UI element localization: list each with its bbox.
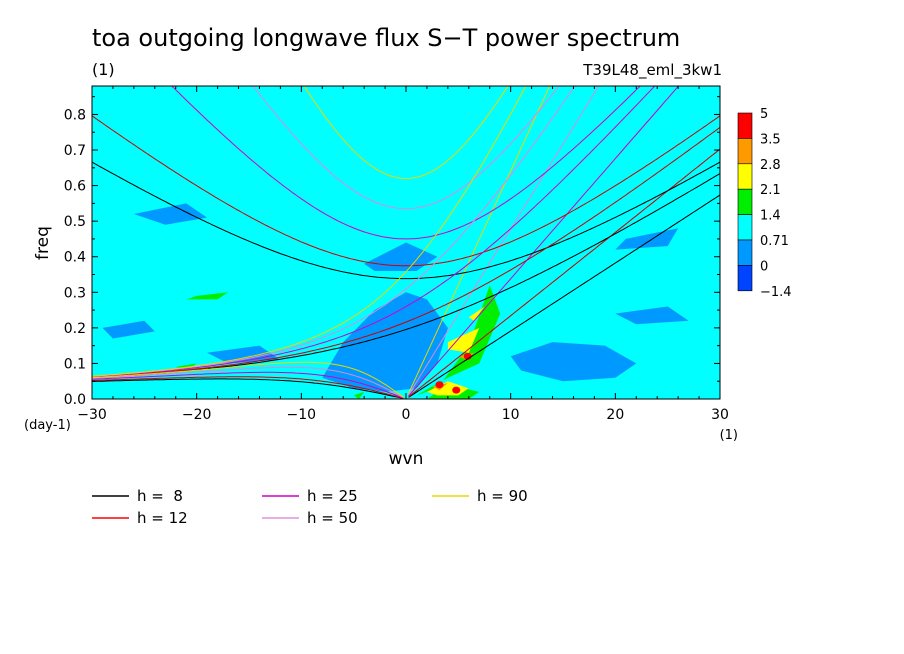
- x-tick-label-2: −10: [287, 407, 317, 423]
- curve-rossby_n1-h12: [92, 376, 404, 399]
- contour-region-13: [447, 327, 480, 353]
- colorbar-label-2: 2.8: [760, 158, 781, 173]
- y-tick-label-7: 0.7: [64, 143, 86, 159]
- curve-kelvin-h25: [408, 86, 680, 397]
- colorbar-swatch-1: [737, 138, 753, 165]
- contour-region-19: [452, 386, 461, 394]
- legend-label-3: h = 50: [307, 509, 358, 527]
- contour-region-10: [186, 292, 229, 300]
- contour-region-18: [435, 381, 444, 389]
- curve-kelvin-h50: [408, 86, 600, 395]
- contour-region-7: [615, 228, 679, 250]
- curve-inertia_gravity_n1-h12: [92, 115, 720, 267]
- x-unit-label: (1): [720, 428, 738, 443]
- contour-region-6: [615, 306, 689, 325]
- legend-label-0: h = 8: [137, 487, 183, 505]
- curve-kelvin-h90: [408, 86, 551, 394]
- curve-rossby_n1-h90: [92, 361, 404, 398]
- legend-label-4: h = 90: [477, 487, 528, 505]
- curve-rossby_n1-h50: [92, 366, 404, 399]
- colorbar-swatch-6: [737, 265, 753, 292]
- contour-region-2: [364, 242, 438, 271]
- curve-inertia_gravity_n1-h90: [303, 86, 509, 180]
- contour-region-14: [468, 306, 485, 321]
- y-tick-label-3: 0.3: [64, 285, 86, 301]
- y-tick-label-2: 0.2: [64, 321, 86, 337]
- colorbar-label-7: −1.4: [760, 285, 792, 300]
- contour-region-3: [133, 203, 208, 225]
- chart-subtitle-right: T39L48_eml_3kw1: [582, 61, 722, 80]
- contour-region-4: [102, 320, 155, 339]
- colorbar-swatch-2: [737, 163, 753, 190]
- y-tick-label-1: 0.1: [64, 356, 86, 372]
- chart-title: toa outgoing longwave flux S−T power spe…: [92, 24, 680, 52]
- curve-rossby_n1-h25: [92, 371, 404, 399]
- colorbar-label-5: 0.71: [760, 234, 789, 249]
- x-tick-label-4: 10: [502, 407, 520, 423]
- curve-inertia_gravity_n1-h50: [252, 86, 560, 210]
- contour-region-1: [510, 342, 637, 382]
- curve-inertia_gravity_n1-h8: [92, 161, 720, 280]
- colorbar-swatch-3: [737, 188, 753, 215]
- y-tick-label-8: 0.8: [64, 107, 86, 123]
- colorbar-label-6: 0: [760, 259, 768, 274]
- colorbar-swatch-0: [737, 112, 753, 139]
- x-tick-label-5: 20: [606, 407, 624, 423]
- chart-subtitle-left: (1): [92, 60, 115, 79]
- y-unit-label: (day-1): [24, 418, 71, 433]
- x-tick-label-3: 0: [402, 407, 411, 423]
- colorbar-swatch-5: [737, 239, 753, 266]
- colorbar-label-0: 5: [760, 107, 768, 122]
- curve-inertia_gravity_n0-h25: [92, 86, 656, 378]
- x-tick-label-0: −30: [77, 407, 107, 423]
- curve-inertia_gravity_n0-h12: [92, 126, 720, 378]
- x-tick-label-1: −20: [182, 407, 212, 423]
- legend-label-1: h = 12: [137, 509, 188, 527]
- curve-rossby_n1-h8: [92, 378, 404, 399]
- colorbar-label-3: 2.1: [760, 183, 781, 198]
- x-tick-label-6: 30: [711, 407, 729, 423]
- colorbar-label-1: 3.5: [760, 132, 781, 147]
- y-axis-label: freq: [33, 226, 53, 260]
- curve-kelvin-h8: [408, 194, 720, 398]
- curve-inertia_gravity_n1-h25: [171, 86, 641, 240]
- legend-label-2: h = 25: [307, 487, 358, 505]
- curve-inertia_gravity_n0-h50: [92, 86, 576, 377]
- colorbar-label-4: 1.4: [760, 209, 781, 224]
- contour-region-12: [353, 391, 365, 399]
- x-axis-label: wvn: [389, 449, 424, 469]
- y-tick-label-4: 0.4: [64, 250, 86, 266]
- contour-region-5: [207, 345, 281, 364]
- y-tick-label-0: 0.0: [64, 392, 86, 408]
- y-tick-label-5: 0.5: [64, 214, 86, 230]
- colorbar-swatch-4: [737, 214, 753, 241]
- curve-inertia_gravity_n0-h90: [92, 86, 527, 377]
- y-tick-label-6: 0.6: [64, 179, 86, 195]
